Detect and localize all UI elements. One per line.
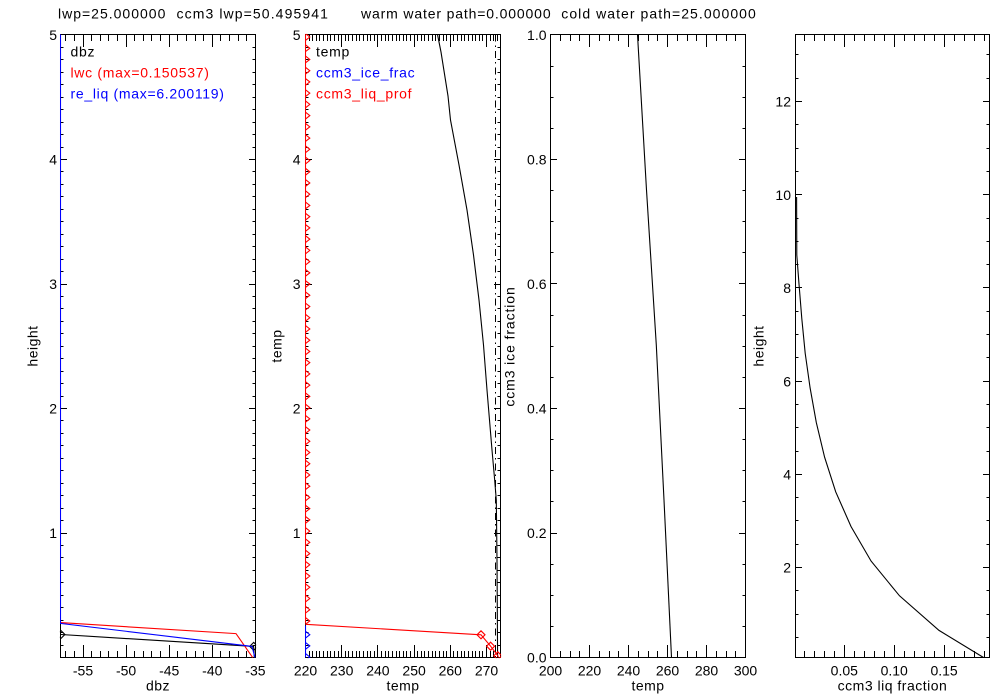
svg-text:2: 2 <box>293 401 301 417</box>
svg-text:8: 8 <box>783 280 791 296</box>
svg-text:-45: -45 <box>159 663 179 679</box>
svg-text:5: 5 <box>293 27 301 43</box>
svg-text:0.0: 0.0 <box>527 650 547 666</box>
svg-text:re_liq (max=6.200119): re_liq (max=6.200119) <box>71 86 225 102</box>
svg-text:220: 220 <box>578 663 602 679</box>
svg-text:3: 3 <box>293 276 301 292</box>
svg-text:-55: -55 <box>73 663 93 679</box>
svg-text:0.8: 0.8 <box>527 152 547 168</box>
svg-text:ccm3 liq fraction: ccm3 liq fraction <box>838 678 948 694</box>
svg-text:1: 1 <box>49 525 57 541</box>
svg-text:2: 2 <box>49 401 57 417</box>
svg-text:-40: -40 <box>202 663 222 679</box>
svg-text:270: 270 <box>475 663 499 679</box>
svg-text:temp: temp <box>386 678 419 694</box>
svg-text:lwc (max=0.150537): lwc (max=0.150537) <box>71 65 210 81</box>
svg-text:cold water path=25.000000: cold water path=25.000000 <box>561 6 757 22</box>
svg-text:-50: -50 <box>116 663 136 679</box>
svg-text:0.10: 0.10 <box>881 663 908 679</box>
svg-text:1: 1 <box>293 525 301 541</box>
svg-text:1.0: 1.0 <box>527 27 547 43</box>
svg-text:height: height <box>751 325 767 366</box>
svg-text:ccm3 ice fraction: ccm3 ice fraction <box>502 286 518 406</box>
svg-text:ccm3_ice_frac: ccm3_ice_frac <box>316 65 415 81</box>
svg-text:3: 3 <box>49 276 57 292</box>
svg-text:temp: temp <box>316 44 350 60</box>
svg-text:dbz: dbz <box>71 44 96 60</box>
svg-text:temp: temp <box>269 329 285 362</box>
svg-text:temp: temp <box>631 678 664 694</box>
svg-text:200: 200 <box>539 663 563 679</box>
svg-text:-35: -35 <box>245 663 265 679</box>
svg-text:230: 230 <box>330 663 354 679</box>
svg-text:12: 12 <box>775 94 791 110</box>
svg-text:280: 280 <box>695 663 719 679</box>
svg-text:2: 2 <box>783 560 791 576</box>
svg-text:4: 4 <box>783 467 791 483</box>
svg-text:240: 240 <box>617 663 641 679</box>
svg-text:300: 300 <box>734 663 758 679</box>
svg-text:250: 250 <box>402 663 426 679</box>
svg-text:dbz: dbz <box>146 678 170 694</box>
svg-text:lwp=25.000000: lwp=25.000000 <box>58 6 166 22</box>
svg-text:6: 6 <box>783 373 791 389</box>
svg-text:260: 260 <box>656 663 680 679</box>
svg-text:240: 240 <box>366 663 390 679</box>
svg-text:10: 10 <box>775 187 791 203</box>
svg-text:0.2: 0.2 <box>527 525 547 541</box>
svg-text:220: 220 <box>294 663 318 679</box>
svg-text:4: 4 <box>49 152 57 168</box>
svg-text:height: height <box>24 325 40 366</box>
svg-text:0.15: 0.15 <box>930 663 957 679</box>
svg-text:0.4: 0.4 <box>527 401 547 417</box>
svg-text:4: 4 <box>293 152 301 168</box>
svg-text:warm water path=0.000000: warm water path=0.000000 <box>360 6 551 22</box>
svg-text:0.05: 0.05 <box>831 663 858 679</box>
svg-text:0.6: 0.6 <box>527 276 547 292</box>
svg-text:260: 260 <box>439 663 463 679</box>
svg-text:ccm3 lwp=50.495941: ccm3 lwp=50.495941 <box>177 6 330 22</box>
svg-text:5: 5 <box>49 27 57 43</box>
svg-text:ccm3_liq_prof: ccm3_liq_prof <box>316 86 412 102</box>
